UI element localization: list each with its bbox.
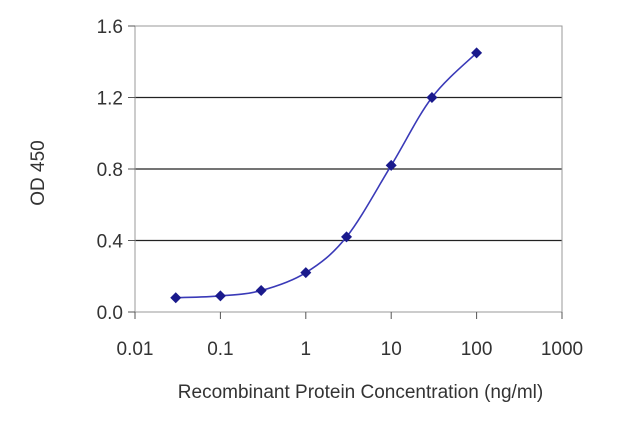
y-tick-label: 0.4 — [97, 232, 124, 253]
y-axis-title: OD 450 — [28, 140, 49, 205]
data-point-marker — [170, 292, 182, 304]
x-tick-label: 100 — [461, 339, 493, 360]
data-point-marker — [471, 47, 483, 59]
x-tick-label: 10 — [381, 339, 402, 360]
x-axis-title: Recombinant Protein Concentration (ng/ml… — [178, 382, 543, 403]
x-tick-label: 1000 — [541, 339, 583, 360]
x-tick-label: 0.1 — [207, 339, 233, 360]
data-point-marker — [300, 267, 312, 279]
data-point-marker — [214, 290, 226, 302]
gridlines — [135, 96, 562, 242]
data-point-marker — [341, 231, 353, 243]
series-line — [175, 52, 478, 299]
data-point-marker — [385, 159, 397, 171]
x-tick-label: 1 — [301, 339, 312, 360]
y-tick-label: 0.8 — [97, 160, 123, 181]
y-tick-label: 1.2 — [97, 89, 123, 110]
x-tick-label: 0.01 — [117, 339, 154, 360]
axes: 0.0 0.4 0.8 1.2 1.6 0.01 0.1 1 10 100 1000 — [97, 17, 584, 360]
y-tick-label: 0.0 — [97, 303, 123, 324]
data-point-marker — [255, 285, 267, 297]
y-tick-label: 1.6 — [97, 17, 123, 38]
data-series — [170, 47, 483, 304]
data-point-marker — [426, 92, 438, 103]
